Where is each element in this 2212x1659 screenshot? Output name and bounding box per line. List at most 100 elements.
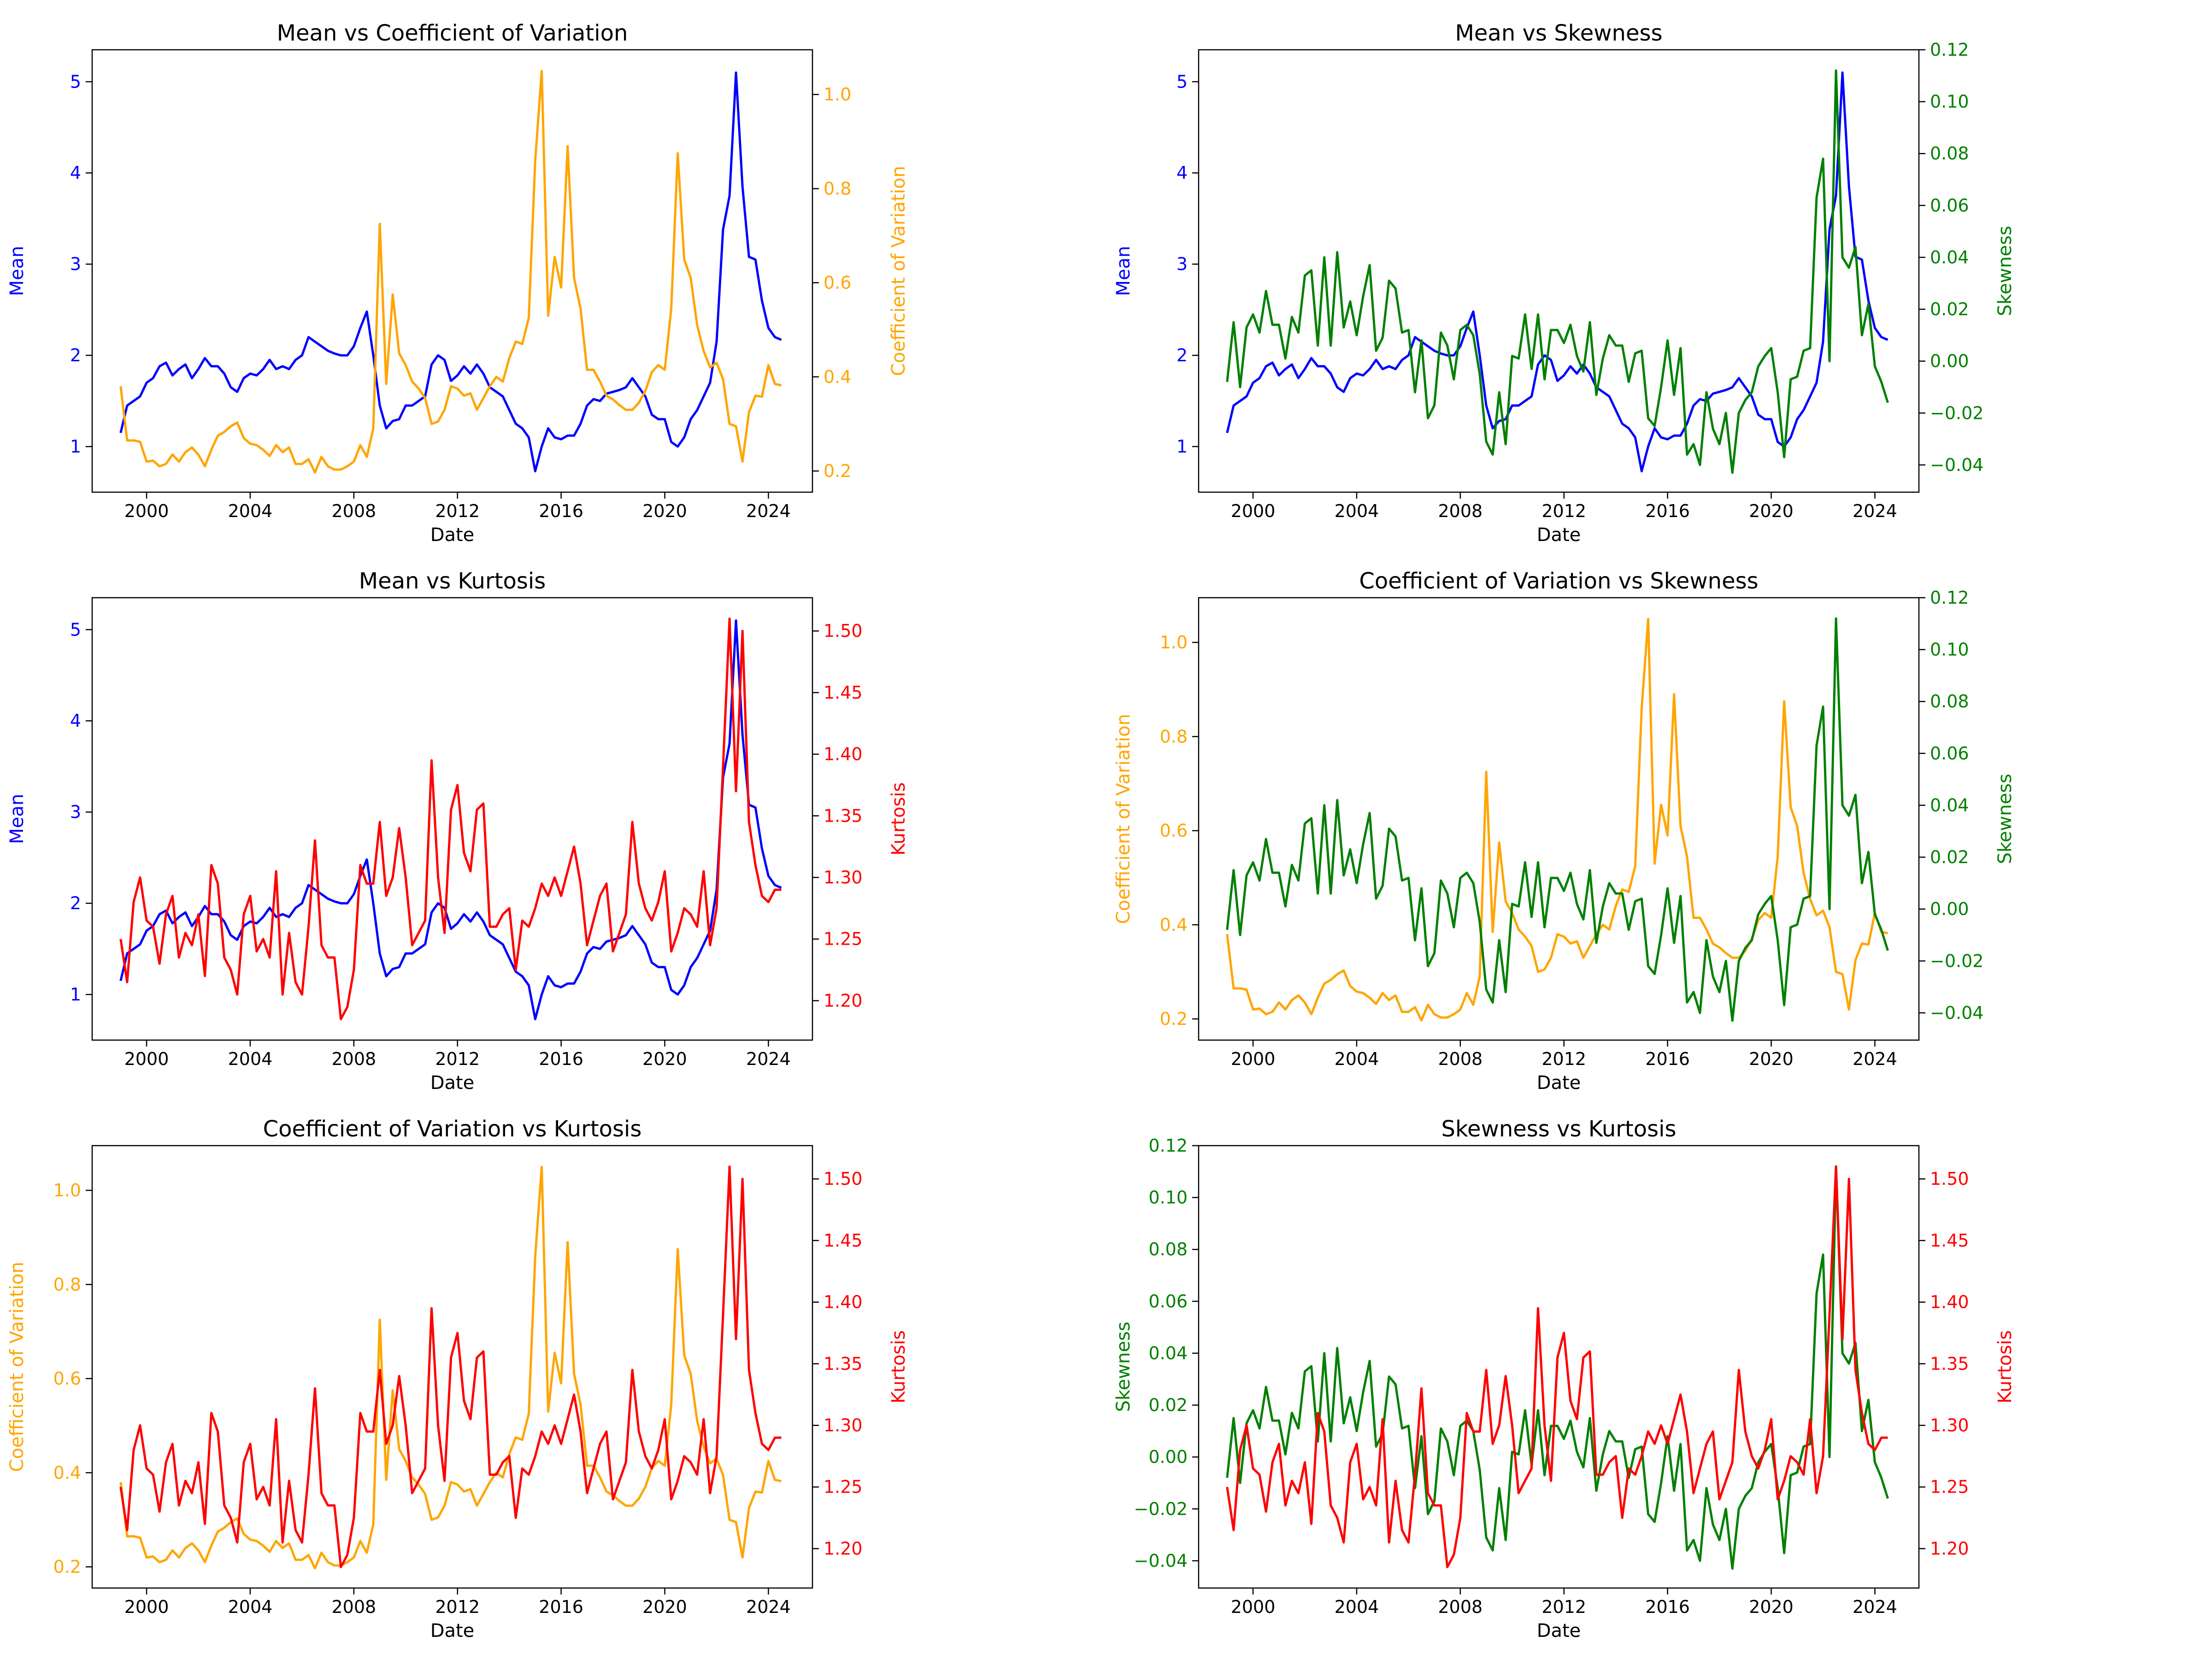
x-tick-label: 2016	[539, 501, 583, 521]
subplot-title: Mean vs Coefficient of Variation	[277, 20, 628, 46]
y-tick-label-left: 0.06	[1148, 1291, 1188, 1312]
y-tick-label-right: 1.40	[824, 1292, 863, 1312]
x-axis-label: Date	[1537, 1620, 1581, 1641]
y-tick-label-left: 1	[70, 984, 81, 1005]
x-tick-label: 2000	[124, 1049, 169, 1069]
plot-frame	[91, 49, 813, 493]
subplot-mean-vs-kurtosis: Mean vs Kurtosis 2000 2004 2008 2012 2016 2020…	[6, 568, 909, 1094]
y-tick-label-right: 1.35	[824, 1353, 863, 1374]
y-tick-label-right: 0.8	[824, 178, 851, 199]
x-tick-label: 2024	[1853, 1597, 1897, 1617]
x-tick-label: 2012	[1541, 501, 1586, 521]
y-tick-label-left: 0.2	[53, 1557, 81, 1577]
y-axis-label-left: Mean	[1113, 246, 1134, 296]
series-line-coefficient-of-variation	[119, 70, 782, 474]
plot-frame	[91, 597, 813, 1041]
x-axis-label: Date	[1537, 524, 1581, 546]
x-tick-label: 2004	[228, 1049, 273, 1069]
y-tick-label-right: 0.12	[1930, 588, 1969, 608]
y-tick-label-right: 1.20	[1930, 1538, 1969, 1559]
y-tick-label-left: 0.4	[53, 1463, 81, 1483]
x-tick-label: 2000	[124, 501, 169, 521]
y-tick-label-left: 3	[70, 802, 81, 822]
y-tick-label-right: 1.35	[1930, 1353, 1969, 1374]
series-line-kurtosis	[1226, 1165, 1888, 1568]
y-axis-label-right: Coefficient of Variation	[888, 166, 909, 376]
x-tick-label: 2008	[331, 1597, 376, 1617]
x-tick-label: 2004	[228, 1597, 273, 1617]
y-tick-label-left: 1	[1177, 436, 1188, 457]
series-line-skewness	[1226, 617, 1889, 1022]
y-tick-label-right: 0.04	[1930, 795, 1969, 815]
y-tick-label-right: 1.45	[824, 1230, 863, 1251]
subplot-title: Coefficient of Variation vs Skewness	[1359, 568, 1758, 594]
y-tick-label-left: 4	[70, 163, 81, 183]
y-tick-label-right: 1.50	[1930, 1169, 1969, 1189]
x-tick-label: 2012	[1541, 1597, 1586, 1617]
y-tick-label-left: 3	[70, 254, 81, 274]
series-line-kurtosis	[119, 618, 782, 1020]
y-tick-label-left: −0.02	[1134, 1499, 1188, 1519]
x-tick-label: 2008	[1438, 1049, 1483, 1069]
plot-frame	[1198, 1145, 1920, 1589]
y-axis-label-right: Skewness	[1994, 226, 2016, 316]
y-tick-label-right: 1.35	[824, 806, 863, 826]
series-line-mean	[119, 71, 782, 472]
x-tick-label: 2016	[1645, 1049, 1690, 1069]
y-tick-label-right: 1.45	[1930, 1230, 1969, 1251]
x-tick-label: 2020	[1749, 501, 1794, 521]
y-tick-label-left: 0.04	[1148, 1343, 1188, 1363]
y-tick-label-right: 1.30	[824, 1415, 863, 1435]
y-tick-label-right: 0.4	[824, 367, 851, 387]
y-tick-label-left: 1.0	[1160, 632, 1188, 653]
x-tick-label: 2000	[1231, 1049, 1276, 1069]
plot-frame	[1198, 49, 1920, 493]
y-tick-label-left: 0.00	[1148, 1447, 1188, 1467]
y-tick-label-right: −0.04	[1930, 1003, 1983, 1023]
y-tick-label-left: 4	[1177, 163, 1188, 183]
x-tick-label: 2016	[539, 1049, 583, 1069]
y-tick-label-left: 1.0	[53, 1180, 81, 1200]
y-tick-label-left: 5	[70, 619, 81, 640]
y-axis-label-right: Kurtosis	[888, 782, 909, 856]
x-tick-label: 2020	[1749, 1049, 1794, 1069]
y-tick-label-right: 1.25	[1930, 1477, 1969, 1497]
x-axis-label: Date	[430, 524, 475, 546]
x-tick-label: 2024	[746, 1597, 791, 1617]
x-tick-label: 2000	[1231, 1597, 1276, 1617]
y-tick-label-right: 0.06	[1930, 743, 1969, 764]
x-tick-label: 2008	[331, 1049, 376, 1069]
y-tick-label-right: 1.40	[1930, 1292, 1969, 1312]
y-tick-label-right: 1.40	[824, 744, 863, 765]
x-axis-label: Date	[430, 1620, 475, 1641]
x-tick-label: 2024	[1853, 501, 1897, 521]
x-axis-label: Date	[1537, 1072, 1581, 1094]
y-tick-label-right: 0.10	[1930, 92, 1969, 112]
y-tick-label-left: 0.4	[1160, 915, 1188, 935]
y-tick-label-right: 0.02	[1930, 299, 1969, 319]
y-tick-label-left: 0.2	[1160, 1009, 1188, 1029]
y-tick-label-right: 0.12	[1930, 40, 1969, 60]
y-tick-label-right: 1.50	[824, 1169, 863, 1189]
y-tick-label-right: −0.02	[1930, 951, 1983, 971]
y-tick-label-right: 1.20	[824, 1538, 863, 1559]
x-tick-label: 2016	[1645, 501, 1690, 521]
series-line-coefficient-of-variation	[1226, 618, 1888, 1022]
y-tick-label-left: 0.12	[1148, 1135, 1188, 1156]
y-tick-label-left: 0.8	[53, 1274, 81, 1294]
series-line-mean	[1226, 71, 1888, 472]
subplot-mean-vs-coefficient-of-variation: Mean vs Coefficient of Variation 2000 2004…	[6, 20, 909, 546]
subplot-title: Mean vs Kurtosis	[359, 568, 546, 594]
y-tick-label-right: 0.6	[824, 273, 851, 293]
x-tick-label: 2000	[124, 1597, 169, 1617]
y-tick-label-right: 0.2	[824, 461, 851, 481]
x-tick-label: 2020	[642, 1049, 687, 1069]
y-tick-label-right: 1.45	[824, 682, 863, 703]
x-tick-label: 2012	[435, 1597, 480, 1617]
y-axis-label-left: Mean	[6, 246, 28, 296]
series-line-mean	[119, 619, 782, 1020]
subplot-title: Mean vs Skewness	[1455, 20, 1662, 46]
subplot-title: Skewness vs Kurtosis	[1441, 1116, 1676, 1142]
y-tick-label-right: 1.20	[824, 990, 863, 1011]
y-axis-label-right: Kurtosis	[888, 1330, 909, 1404]
